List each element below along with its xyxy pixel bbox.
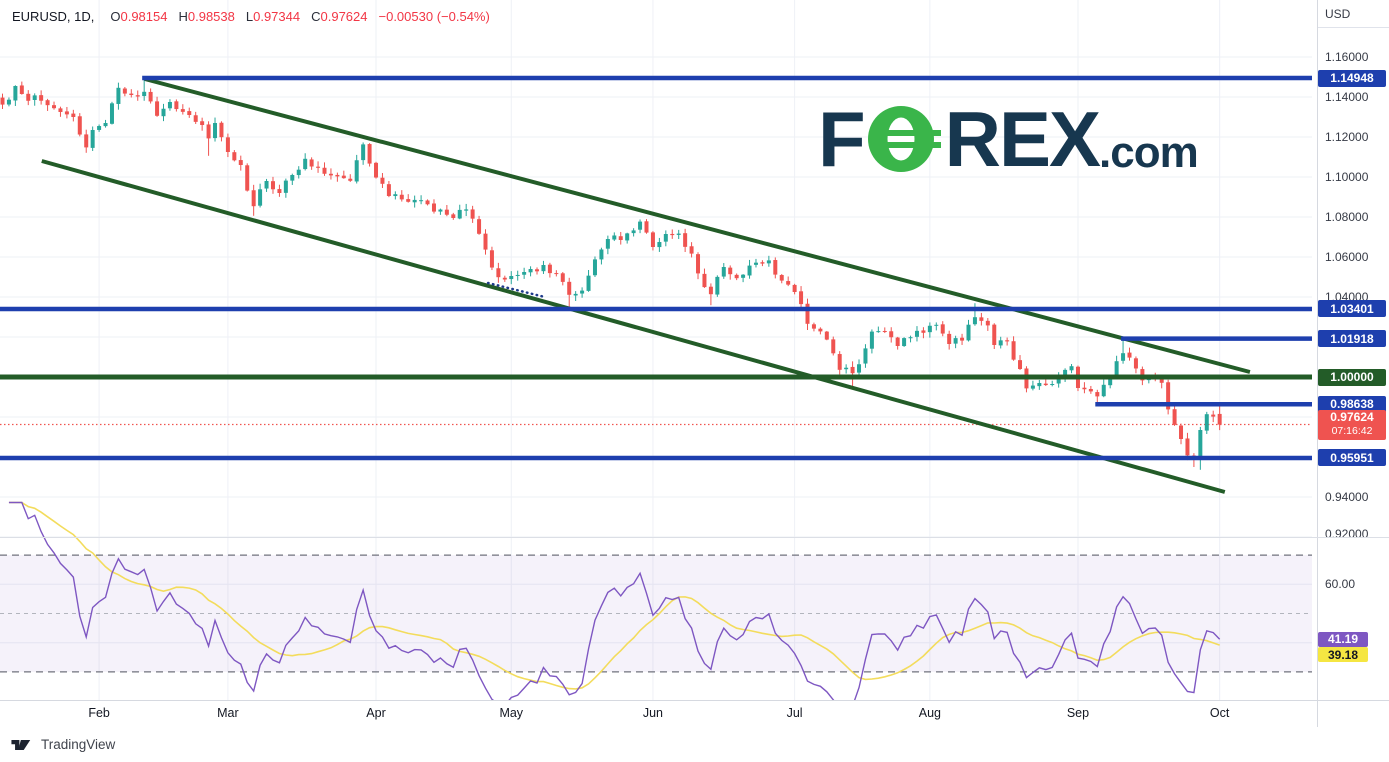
rsi-tick-label: 60.00 bbox=[1325, 577, 1356, 592]
axis-currency-divider bbox=[1318, 27, 1389, 28]
candlestick-series bbox=[0, 78, 1222, 470]
forex-logo-o-euro-icon bbox=[867, 105, 943, 177]
tradingview-logo[interactable]: TradingView bbox=[10, 737, 115, 753]
price-tick-label: 1.06000 bbox=[1325, 250, 1369, 264]
rsi-line bbox=[8, 501, 1221, 700]
channel-lower bbox=[41, 159, 1226, 494]
level-price-label: 0.95951 bbox=[1318, 449, 1386, 467]
symbol-interval-label: EURUSD, 1D, bbox=[12, 8, 95, 24]
price-tick-label: 1.08000 bbox=[1325, 210, 1369, 224]
level-price-label: 1.03401 bbox=[1318, 300, 1386, 318]
level-price-label: 0.98638 bbox=[1318, 395, 1386, 413]
time-tick-label-mar: Mar bbox=[217, 706, 239, 720]
price-axis[interactable]: USD 1.16000 1.14000 1.12000 1.10000 1.08000 1… bbox=[1317, 0, 1389, 700]
price-tick-label: 1.14000 bbox=[1325, 90, 1369, 104]
ohlc-h: H0.98538 bbox=[178, 8, 235, 24]
axis-currency-label: USD bbox=[1325, 7, 1351, 21]
level-price-label: 1.14948 bbox=[1318, 69, 1386, 87]
ohlc-l: L0.97344 bbox=[245, 8, 301, 24]
rsi-ma-line bbox=[8, 501, 1220, 690]
forex-logo-f: F bbox=[818, 95, 866, 183]
change-readout: −0.00530 (−0.54%) bbox=[378, 8, 490, 24]
ohlc-readout: O0.98154 H0.98538 L0.97344 C0.97624 bbox=[110, 9, 378, 24]
ohlc-o: O0.98154 bbox=[110, 8, 168, 24]
time-axis[interactable]: Feb Mar Apr May Jun Jul Aug Sep Oct bbox=[0, 700, 1389, 728]
time-tick-label-feb: Feb bbox=[88, 706, 110, 720]
time-tick-label-jul: Jul bbox=[786, 706, 803, 720]
time-tick-label-sep: Sep bbox=[1066, 706, 1090, 720]
forex-logo-com: .com bbox=[1099, 128, 1199, 177]
pane-separator[interactable] bbox=[0, 537, 1389, 538]
time-tick-label-apr: Apr bbox=[366, 706, 386, 720]
rsi-ma-value-label: 39.18 bbox=[1318, 647, 1368, 663]
level-price-label: 1.01918 bbox=[1318, 330, 1386, 348]
last-price-value: 0.97624 bbox=[1330, 410, 1374, 425]
time-tick-label-jun: Jun bbox=[642, 706, 664, 720]
rsi-value-label: 41.19 bbox=[1318, 631, 1368, 647]
dotted-segment bbox=[486, 281, 546, 299]
forex-com-logo: F REX .com bbox=[818, 95, 1199, 183]
tradingview-mark-icon bbox=[11, 739, 31, 750]
time-tick-label-may: May bbox=[499, 706, 524, 720]
last-price-label: 0.97624 07:16:42 bbox=[1318, 409, 1386, 440]
price-tick-label: 1.12000 bbox=[1325, 130, 1369, 144]
bar-countdown: 07:16:42 bbox=[1331, 425, 1373, 438]
level-price-label: 1.00000 bbox=[1318, 368, 1386, 386]
time-tick-label-oct: Oct bbox=[1209, 706, 1230, 720]
time-axis-corner-divider bbox=[1317, 701, 1318, 727]
time-tick-label-aug: Aug bbox=[918, 706, 941, 720]
ohlc-c: C0.97624 bbox=[311, 8, 368, 24]
price-tick-label: 1.16000 bbox=[1325, 50, 1369, 64]
forex-logo-rex: REX bbox=[944, 95, 1101, 183]
price-tick-label: 0.94000 bbox=[1325, 490, 1369, 504]
chart-plot-area[interactable]: F REX .com EURUSD, 1D, O0.98154 H0.98538 L… bbox=[0, 0, 1316, 700]
footer-bar: TradingView bbox=[0, 727, 1389, 762]
price-tick-label: 0.92000 bbox=[1325, 527, 1369, 541]
symbol-legend[interactable]: EURUSD, 1D, O0.98154 H0.98538 L0.97344 C0.9… bbox=[12, 7, 490, 25]
tradingview-label: TradingView bbox=[41, 737, 116, 752]
channel-upper bbox=[144, 77, 1251, 374]
price-tick-label: 1.10000 bbox=[1325, 170, 1369, 184]
